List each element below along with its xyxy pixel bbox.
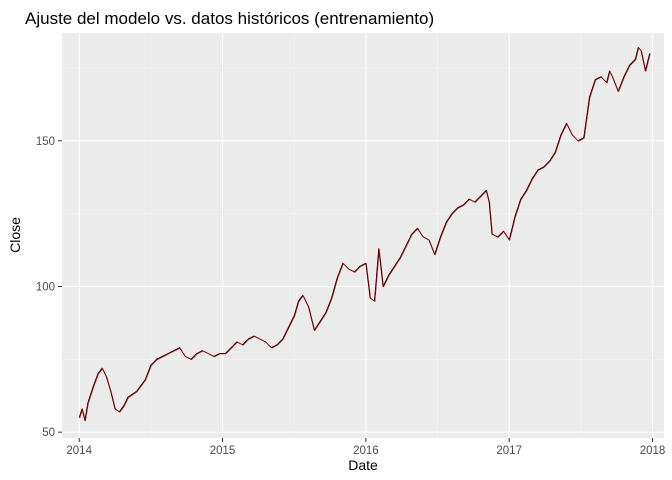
y-tick-label: 100 [36, 281, 55, 293]
grid-minor [62, 33, 664, 438]
x-tick-label: 2016 [353, 445, 379, 457]
x-axis-title: Date [348, 457, 378, 473]
plot-panel [62, 33, 664, 438]
grid-major [62, 33, 664, 438]
series-layer [78, 47, 651, 422]
series-line-fitted [79, 47, 651, 422]
y-axis: 50 100 150 [36, 136, 62, 439]
x-axis: 2014 2015 2016 2017 2018 [66, 438, 665, 457]
y-tick-label: 50 [42, 427, 55, 439]
x-tick-label: 2014 [66, 445, 92, 457]
series-line-observed [78, 47, 651, 421]
chart-title: Ajuste del modelo vs. datos históricos (… [25, 9, 434, 28]
y-tick-label: 150 [36, 136, 55, 148]
x-tick-label: 2015 [210, 445, 236, 457]
x-tick-label: 2017 [496, 445, 522, 457]
y-axis-title: Close [7, 217, 23, 253]
x-tick-label: 2018 [640, 445, 666, 457]
